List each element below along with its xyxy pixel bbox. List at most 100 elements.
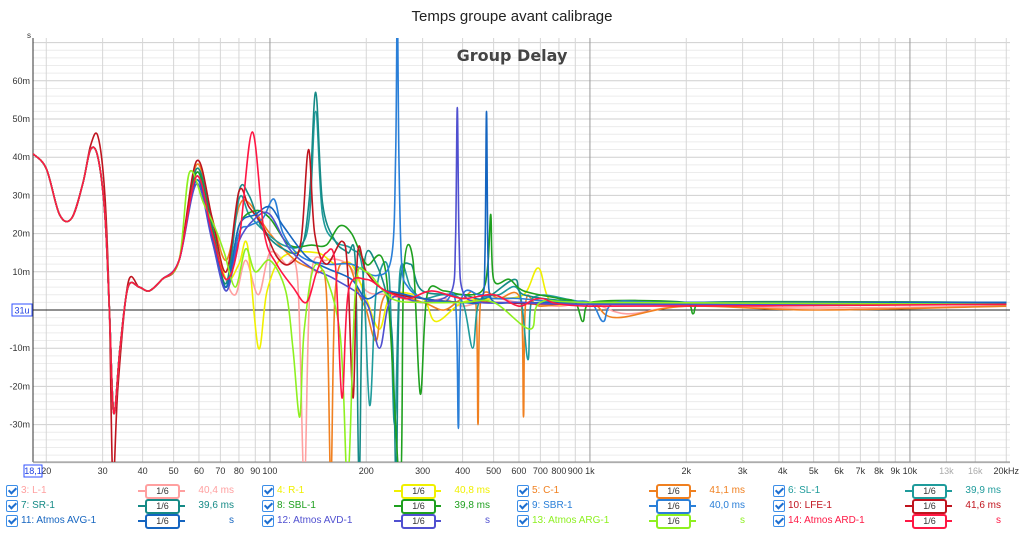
legend-checkbox[interactable] [517,515,529,527]
smoothing-button[interactable]: 1/6 [905,499,952,514]
smoothing-label: 1/6 [145,514,180,529]
smoothing-label: 1/6 [656,484,691,499]
smoothing-button[interactable]: 1/6 [394,484,441,499]
y-tick-label: 30m [12,190,30,200]
x-tick-label: 20 [41,466,51,476]
smoothing-label: 1/6 [401,484,436,499]
legend-value: s [996,515,1001,526]
legend-item: 7: SR-1 1/6 39,6 ms [6,499,246,514]
legend-label[interactable]: 6: SL-1 [788,485,821,496]
x-tick-label: 800 [551,466,566,476]
smoothing-label: 1/6 [145,499,180,514]
legend-label[interactable]: 5: C-1 [532,485,560,496]
legend-label[interactable]: 14: Atmos ARD-1 [788,515,865,526]
x-tick-label: 300 [415,466,430,476]
legend-label[interactable]: 9: SBR-1 [532,500,573,511]
legend-label[interactable]: 8: SBL-1 [277,500,316,511]
legend-value: 41,1 ms [709,485,745,496]
x-tick-label: 900 [568,466,583,476]
x-tick-label: 80 [234,466,244,476]
legend-checkbox[interactable] [773,515,785,527]
legend-value: 41,6 ms [965,500,1001,511]
smoothing-button[interactable]: 1/6 [138,514,185,529]
x-tick-label: 20kHz [994,466,1020,476]
window-title: Temps groupe avant calibrage [411,8,613,25]
legend-value: 40,8 ms [454,485,490,496]
smoothing-label: 1/6 [401,499,436,514]
x-tick-label: 90 [250,466,260,476]
series-group [33,38,1007,462]
legend-label[interactable]: 3: L-1 [21,485,47,496]
smoothing-label: 1/6 [145,484,180,499]
x-cursor-label: 18,1 [24,466,42,476]
y-tick-label: -20m [9,381,30,391]
legend-checkbox[interactable] [517,485,529,497]
legend-value: 40,4 ms [198,485,234,496]
x-tick-label: 7k [856,466,866,476]
x-tick-label: 3k [738,466,748,476]
legend-item: 5: C-1 1/6 41,1 ms [517,484,757,499]
legend-label[interactable]: 12: Atmos AVD-1 [277,515,353,526]
legend-checkbox[interactable] [773,485,785,497]
legend-label[interactable]: 13: Atmos ARG-1 [532,515,610,526]
x-tick-label: 60 [194,466,204,476]
x-tick-label: 9k [891,466,901,476]
legend-value: s [229,515,234,526]
legend-item: 8: SBL-1 1/6 39,8 ms [262,499,502,514]
x-tick-label: 2k [682,466,692,476]
legend-value: 40,0 ms [709,500,745,511]
legend-value: s [740,515,745,526]
x-tick-label: 600 [511,466,526,476]
legend-checkbox[interactable] [262,485,274,497]
x-tick-label: 700 [533,466,548,476]
smoothing-button[interactable]: 1/6 [649,484,696,499]
x-tick-label: 13k [939,466,954,476]
legend-label[interactable]: 4: R-1 [277,485,305,496]
smoothing-label: 1/6 [401,514,436,529]
y-cursor-box [11,303,33,317]
smoothing-button[interactable]: 1/6 [905,484,952,499]
x-tick-label: 30 [98,466,108,476]
smoothing-label: 1/6 [656,499,691,514]
legend-item: 9: SBR-1 1/6 40,0 ms [517,499,757,514]
legend-checkbox[interactable] [6,485,18,497]
y-unit-label: s [27,31,31,40]
x-tick-label: 16k [968,466,983,476]
x-tick-label: 400 [455,466,470,476]
legend-value: s [485,515,490,526]
legend-label[interactable]: 10: LFE-1 [788,500,832,511]
legend-item: 13: Atmos ARG-1 1/6 s [517,514,757,529]
y-tick-label: 50m [12,114,30,124]
legend-label[interactable]: 11: Atmos AVG-1 [21,515,97,526]
legend-checkbox[interactable] [773,500,785,512]
smoothing-button[interactable]: 1/6 [394,514,441,529]
legend-checkbox[interactable] [262,515,274,527]
smoothing-button[interactable]: 1/6 [649,499,696,514]
y-tick-label: 60m [12,76,30,86]
legend-value: 39,6 ms [198,500,234,511]
y-cursor-label: 31u [14,306,29,316]
legend-item: 12: Atmos AVD-1 1/6 s [262,514,502,529]
legend-label[interactable]: 7: SR-1 [21,500,55,511]
legend-checkbox[interactable] [6,515,18,527]
x-tick-label: 4k [778,466,788,476]
smoothing-button[interactable]: 1/6 [394,499,441,514]
legend-item: 10: LFE-1 1/6 41,6 ms [773,499,1013,514]
smoothing-button[interactable]: 1/6 [905,514,952,529]
smoothing-label: 1/6 [912,484,947,499]
legend-value: 39,8 ms [454,500,490,511]
x-tick-label: 70 [215,466,225,476]
series-line-10-lfe-1 [33,132,1007,462]
x-tick-label: 100 [262,466,277,476]
legend-item: 4: R-1 1/6 40,8 ms [262,484,502,499]
x-tick-label: 50 [169,466,179,476]
legend-checkbox[interactable] [6,500,18,512]
smoothing-button[interactable]: 1/6 [649,514,696,529]
smoothing-button[interactable]: 1/6 [138,484,185,499]
legend-checkbox[interactable] [262,500,274,512]
x-tick-label: 10k [903,466,918,476]
legend-item: 14: Atmos ARD-1 1/6 s [773,514,1013,529]
legend-checkbox[interactable] [517,500,529,512]
smoothing-button[interactable]: 1/6 [138,499,185,514]
